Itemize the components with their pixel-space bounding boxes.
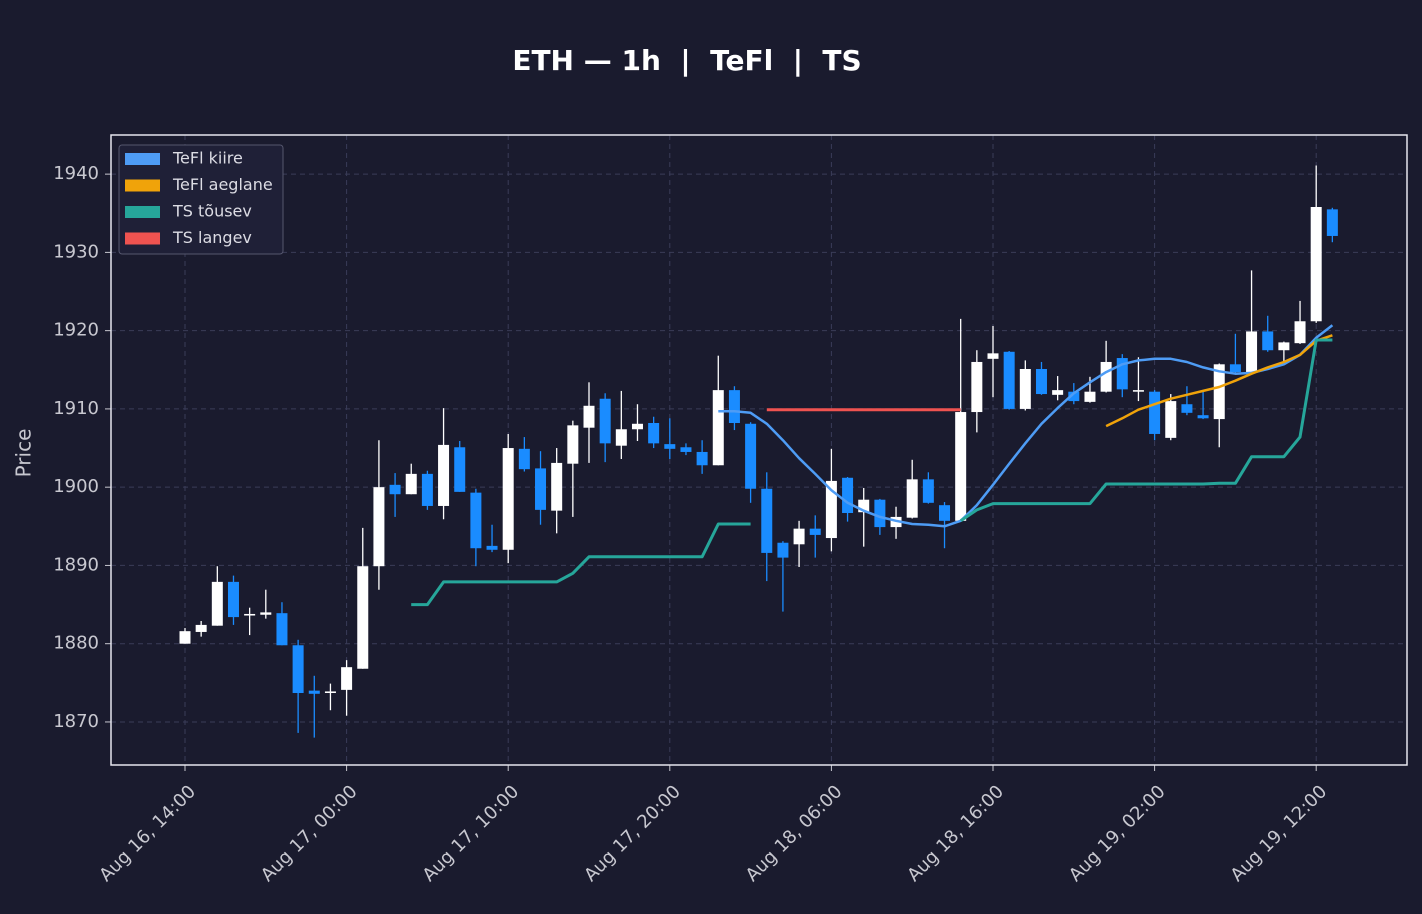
candle-body — [583, 405, 595, 428]
candle-body — [1165, 401, 1177, 438]
candle-body — [922, 479, 934, 503]
legend-label: TeFl kiire — [172, 149, 243, 168]
candle-body — [1326, 209, 1338, 236]
y-tick-label: 1910 — [53, 398, 99, 419]
candle-body — [906, 479, 918, 518]
candle-body — [1197, 415, 1209, 419]
candle-body — [551, 462, 563, 511]
candle-body — [809, 528, 821, 535]
y-tick-label: 1880 — [53, 633, 99, 654]
candle-body — [696, 451, 708, 466]
candle-body — [1035, 369, 1047, 395]
candle-body — [324, 691, 336, 693]
candle-body — [874, 499, 886, 528]
candle-body — [858, 499, 870, 513]
candle-body — [486, 545, 498, 550]
candle-body — [761, 488, 773, 553]
candle-body — [195, 624, 207, 632]
line-series — [411, 338, 1333, 607]
candle-body — [631, 423, 643, 430]
candle-body — [1084, 391, 1096, 402]
line-series — [1105, 334, 1333, 428]
candle-body — [260, 612, 272, 615]
marks — [179, 165, 1338, 738]
candle-body — [1278, 342, 1290, 351]
candle-body — [211, 581, 223, 626]
candle-body — [615, 429, 627, 446]
legend-label: TS tõusev — [172, 202, 252, 221]
candle-body — [373, 487, 385, 567]
legend-label: TeFl aeglane — [172, 175, 273, 194]
y-axis-label: Price — [12, 429, 36, 478]
candle-body — [1262, 331, 1274, 351]
legend-swatch — [125, 153, 160, 165]
candle-body — [971, 361, 983, 413]
candle-body — [535, 468, 547, 510]
candle-body — [1181, 404, 1193, 413]
y-tick-label: 1940 — [53, 163, 99, 184]
candle-body — [1229, 364, 1241, 373]
candle-body — [454, 447, 466, 492]
candle-body — [421, 473, 433, 506]
legend-swatch — [125, 206, 160, 218]
candle-body — [244, 613, 256, 616]
candle-body — [1052, 390, 1064, 395]
candle-body — [648, 423, 660, 444]
candle-body — [793, 528, 805, 545]
y-tick-label: 1930 — [53, 241, 99, 262]
candle-body — [1310, 207, 1322, 322]
candle-body — [292, 645, 304, 693]
candle-body — [308, 690, 320, 694]
candle-body — [939, 505, 951, 521]
candle-body — [357, 566, 369, 669]
candle-body — [599, 398, 611, 444]
candle-body — [341, 667, 353, 690]
candle-body — [680, 447, 692, 452]
y-tick-label: 1920 — [53, 320, 99, 341]
candle-body — [1068, 391, 1080, 402]
candle-body — [1149, 391, 1161, 434]
candle-body — [1116, 358, 1128, 390]
candle-body — [518, 448, 530, 470]
legend-label: TS langev — [172, 228, 252, 247]
candle-body — [1294, 321, 1306, 344]
candle-body — [712, 390, 724, 466]
candle-body — [567, 425, 579, 464]
candle-body — [955, 412, 967, 521]
candle-body — [1019, 369, 1031, 409]
candle-body — [389, 484, 401, 495]
candle-body — [664, 444, 676, 449]
candle-body — [728, 390, 740, 423]
candle-body — [276, 613, 288, 646]
candle-body — [179, 631, 191, 644]
candle-body — [502, 448, 514, 550]
candle-body — [987, 353, 999, 359]
legend-swatch — [125, 179, 160, 192]
candle-body — [842, 477, 854, 513]
chart-title: ETH — 1h | TeFl | TS — [512, 44, 861, 77]
candle-body — [470, 492, 482, 549]
candle-body — [1003, 351, 1015, 409]
legend: TeFl kiire TeFl aeglane TS tõusev TS langev — [118, 144, 284, 255]
y-tick-label: 1890 — [53, 554, 99, 575]
candle-body — [227, 581, 239, 618]
legend-swatch — [125, 232, 160, 245]
candle-body — [1246, 331, 1258, 373]
candle-body — [405, 473, 417, 495]
candle-body — [1213, 364, 1225, 420]
candle-body — [438, 444, 450, 506]
y-tick-label: 1870 — [53, 711, 99, 732]
legend-box — [118, 144, 284, 255]
candle-body — [777, 542, 789, 558]
candle-body — [1100, 361, 1112, 392]
plot-frame — [110, 134, 1408, 766]
candle-body — [745, 423, 757, 489]
candle-body — [1132, 390, 1144, 392]
y-tick-label: 1900 — [53, 476, 99, 497]
line-series — [718, 324, 1334, 528]
candle-body — [825, 480, 837, 539]
